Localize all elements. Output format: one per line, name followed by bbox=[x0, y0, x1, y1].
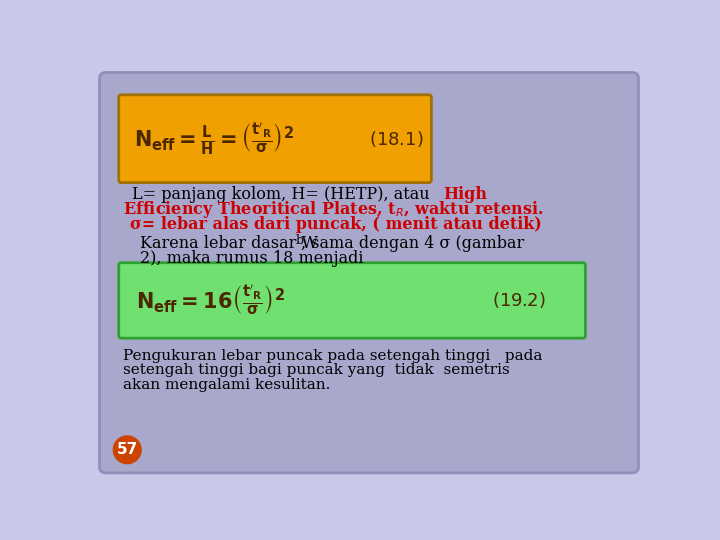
Text: σ= lebar alas dari puncak, ( menit atau detik): σ= lebar alas dari puncak, ( menit atau … bbox=[130, 217, 542, 233]
Text: 57: 57 bbox=[117, 442, 138, 457]
Text: Karena lebar dasar W: Karena lebar dasar W bbox=[140, 235, 318, 252]
Text: $(19.2)$: $(19.2)$ bbox=[492, 291, 546, 310]
FancyBboxPatch shape bbox=[119, 95, 431, 183]
Text: b: b bbox=[295, 233, 303, 247]
Text: akan mengalami kesulitan.: akan mengalami kesulitan. bbox=[122, 378, 330, 392]
FancyBboxPatch shape bbox=[99, 72, 639, 473]
Text: L= panjang kolom, H= (HETP), atau: L= panjang kolom, H= (HETP), atau bbox=[132, 186, 435, 202]
Text: $(18.1)$: $(18.1)$ bbox=[369, 129, 423, 148]
Circle shape bbox=[113, 436, 141, 464]
Text: 2), maka rumus 18 menjadi: 2), maka rumus 18 menjadi bbox=[140, 251, 363, 267]
Text: setengah tinggi bagi puncak yang  tidak  semetris: setengah tinggi bagi puncak yang tidak s… bbox=[122, 363, 509, 377]
Text: $\mathbf{N_{eff}=16\left(\frac{t'_R}{\sigma}\right)^2}$: $\mathbf{N_{eff}=16\left(\frac{t'_R}{\si… bbox=[137, 284, 286, 317]
Text: Pengukuran lebar puncak pada setengah tinggi   pada: Pengukuran lebar puncak pada setengah ti… bbox=[122, 349, 542, 363]
Text: High: High bbox=[443, 186, 487, 202]
Text: $\mathbf{N_{eff}=\frac{L}{H}=\left(\frac{t'_R}{\sigma}\right)^2}$: $\mathbf{N_{eff}=\frac{L}{H}=\left(\frac… bbox=[134, 121, 294, 157]
Text: , sama dengan 4 σ (gambar: , sama dengan 4 σ (gambar bbox=[301, 235, 524, 252]
Text: Efficiency Theoritical Plates, t$_R$, waktu retensi.: Efficiency Theoritical Plates, t$_R$, wa… bbox=[122, 199, 543, 220]
FancyBboxPatch shape bbox=[119, 262, 585, 338]
